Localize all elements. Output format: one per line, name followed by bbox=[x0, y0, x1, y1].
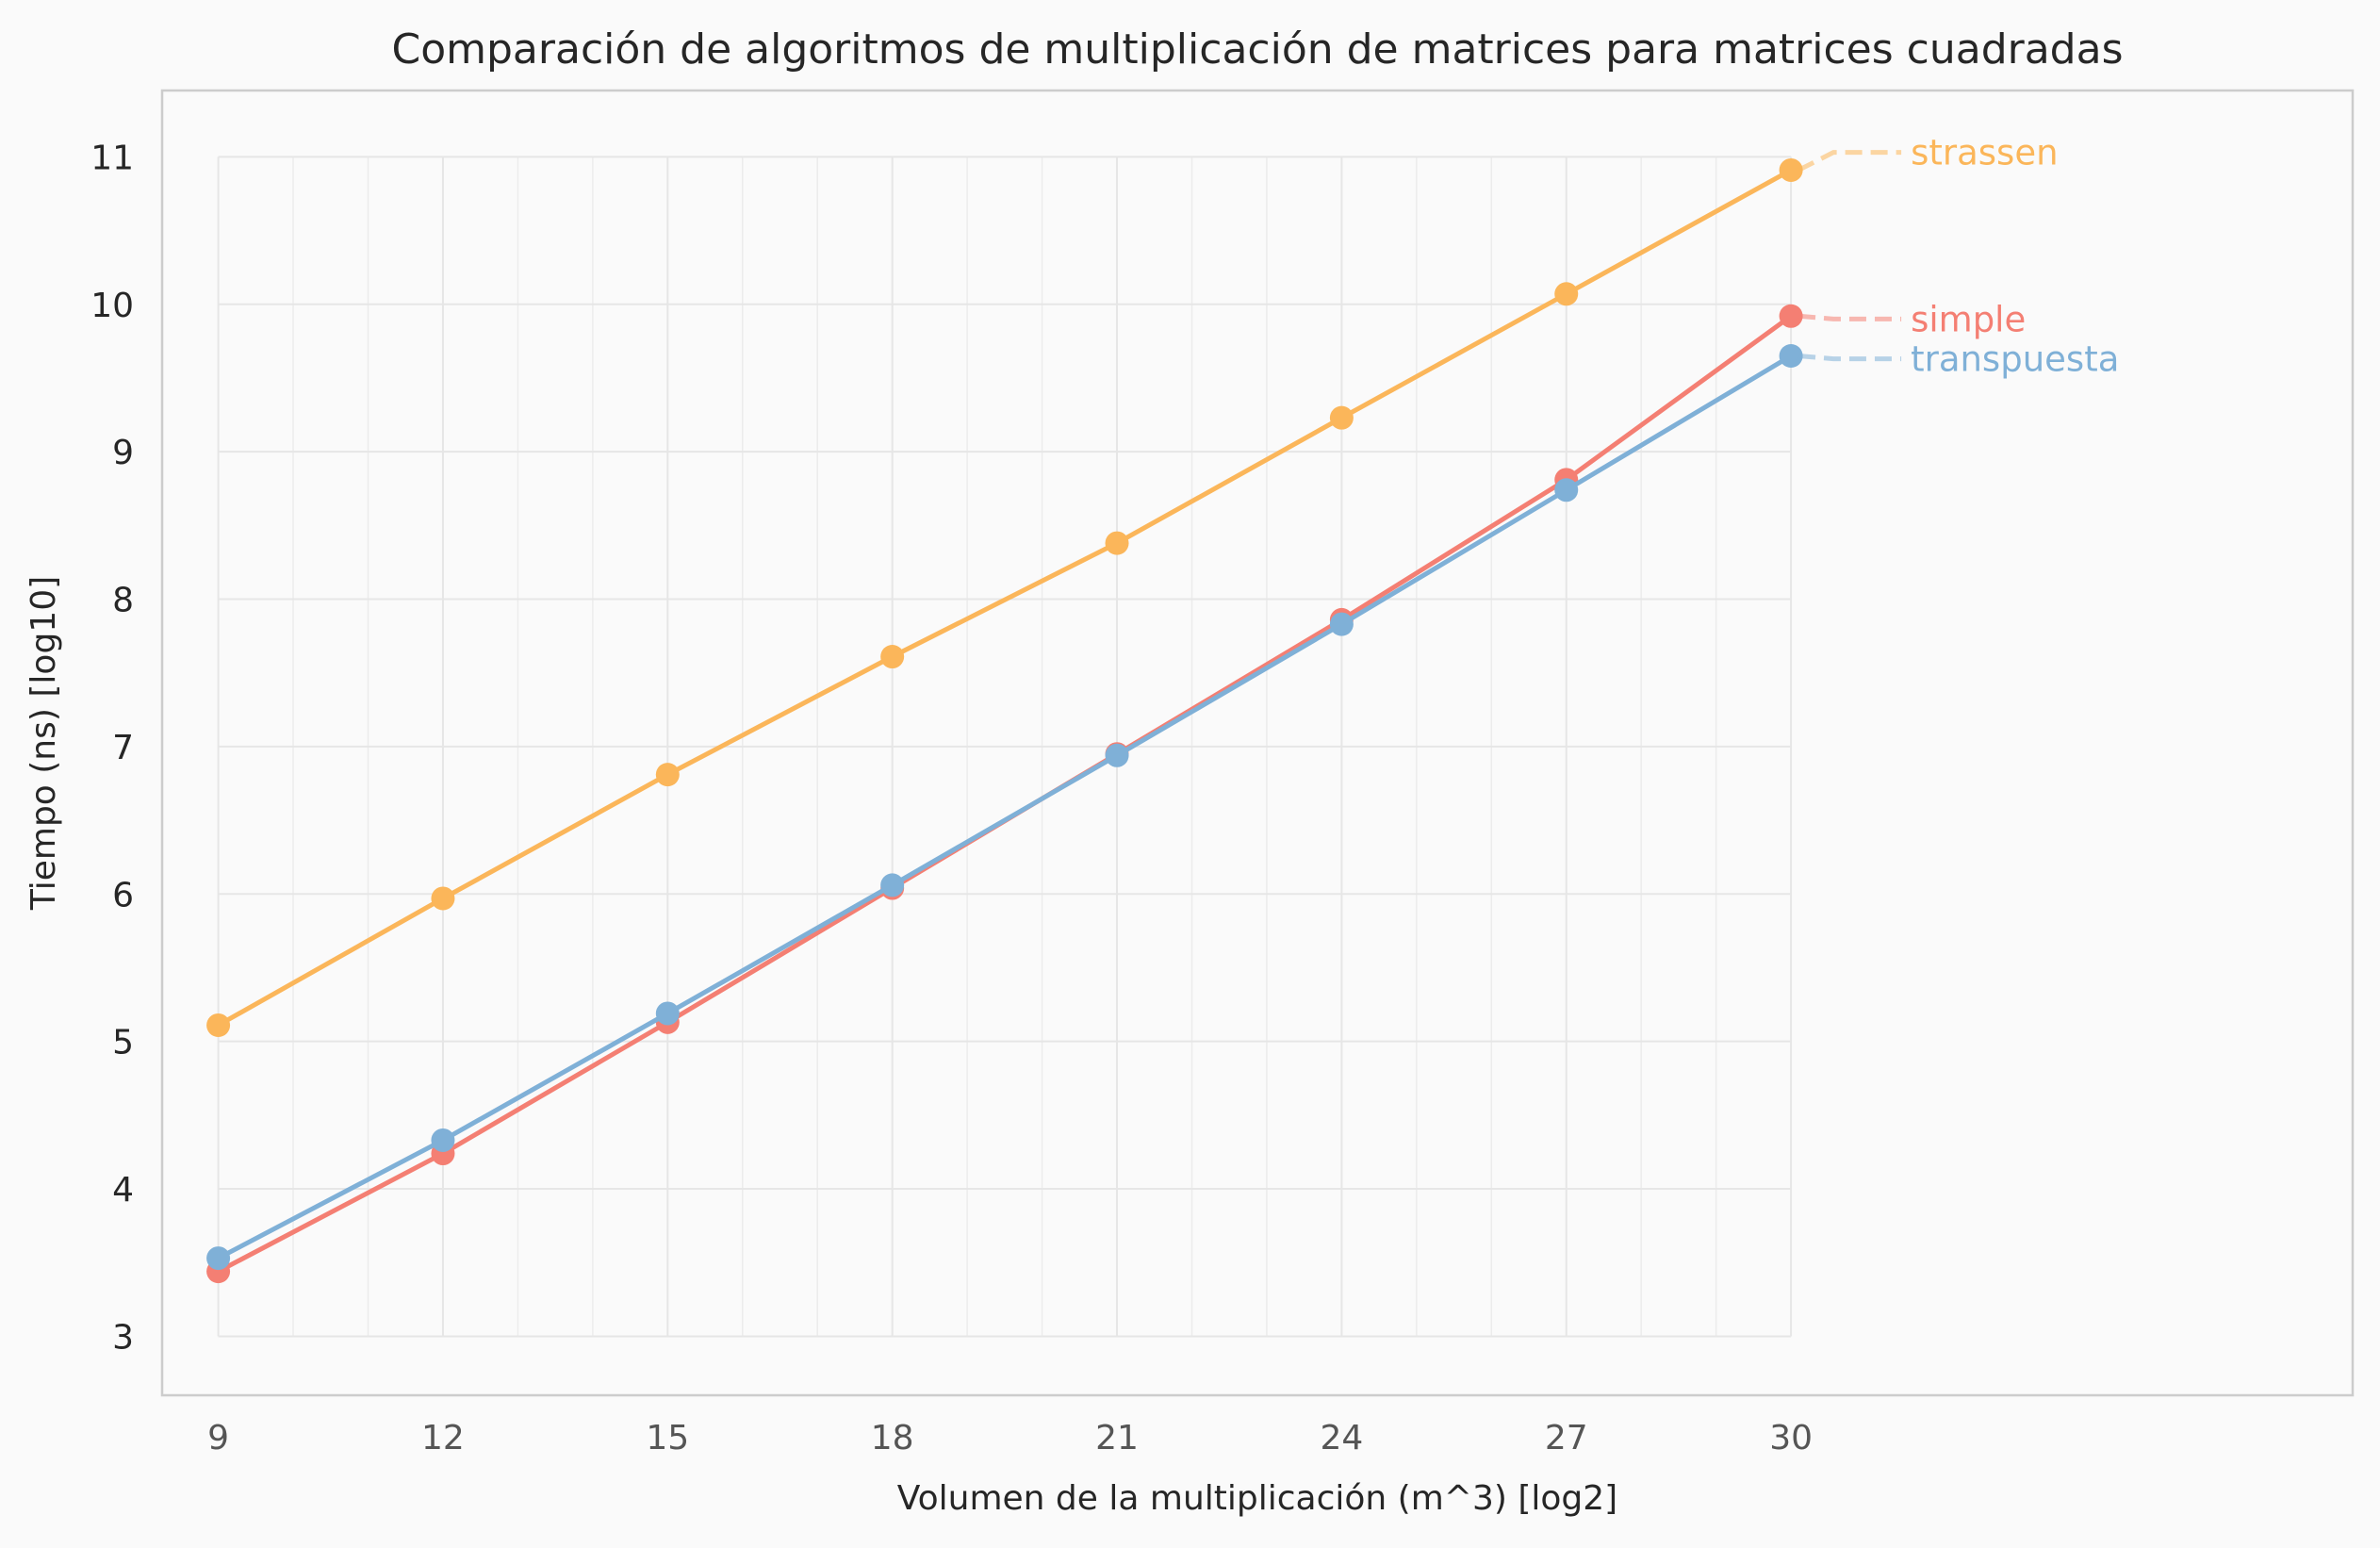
x-tick-label: 27 bbox=[1545, 1419, 1588, 1457]
series-point-strassen bbox=[1105, 531, 1129, 555]
y-tick-label: 11 bbox=[90, 139, 134, 177]
series-point-strassen bbox=[880, 645, 905, 669]
series-point-strassen bbox=[431, 886, 455, 911]
series-point-transpuesta bbox=[206, 1246, 231, 1271]
series-point-transpuesta bbox=[1554, 478, 1579, 502]
x-axis-label: Volumen de la multiplicación (m^3) [log2… bbox=[897, 1479, 1617, 1518]
plot-frame bbox=[160, 89, 2355, 1397]
series-line-transpuesta bbox=[216, 353, 1794, 1261]
x-tick-label: 24 bbox=[1320, 1419, 1363, 1457]
series-point-transpuesta bbox=[1105, 743, 1129, 767]
y-tick-label: 7 bbox=[112, 729, 134, 767]
y-tick-label: 10 bbox=[90, 287, 134, 325]
y-tick-label: 3 bbox=[112, 1318, 134, 1357]
y-tick-label: 9 bbox=[112, 434, 134, 472]
series-point-strassen bbox=[206, 1013, 231, 1037]
y-tick-label: 6 bbox=[112, 876, 134, 914]
series-point-strassen bbox=[655, 763, 680, 787]
y-tick-label: 5 bbox=[112, 1024, 134, 1062]
series-point-strassen bbox=[1329, 405, 1354, 430]
x-tick-label: 15 bbox=[646, 1419, 689, 1457]
x-tick-label: 9 bbox=[207, 1419, 229, 1457]
series-line-strassen bbox=[216, 167, 1794, 1028]
series-point-transpuesta bbox=[880, 873, 905, 898]
series-leader-strassen bbox=[1797, 150, 1902, 173]
series-point-transpuesta bbox=[1329, 612, 1354, 636]
chart-title: Comparación de algoritmos de multiplicac… bbox=[392, 25, 2124, 74]
series-point-transpuesta bbox=[1779, 343, 1803, 368]
series-label-transpuesta: transpuesta bbox=[1911, 339, 2119, 380]
y-tick-label: 4 bbox=[112, 1171, 134, 1210]
x-tick-label: 12 bbox=[421, 1419, 465, 1457]
series-point-simple bbox=[1779, 304, 1803, 328]
series-point-strassen bbox=[1554, 282, 1579, 306]
x-tick-label: 30 bbox=[1769, 1419, 1813, 1457]
series-label-simple: simple bbox=[1911, 299, 2026, 339]
series-point-transpuesta bbox=[655, 1001, 680, 1026]
series-leader-transpuesta bbox=[1797, 354, 1902, 362]
series-leader-simple bbox=[1797, 313, 1902, 321]
x-tick-label: 21 bbox=[1095, 1419, 1139, 1457]
y-axis-label: Tiempo (ns) [log10] bbox=[25, 576, 63, 911]
x-tick-label: 18 bbox=[871, 1419, 914, 1457]
series-label-strassen: strassen bbox=[1911, 133, 2058, 173]
y-tick-label: 8 bbox=[112, 582, 134, 620]
series-point-strassen bbox=[1779, 157, 1803, 182]
series-point-transpuesta bbox=[431, 1128, 455, 1152]
